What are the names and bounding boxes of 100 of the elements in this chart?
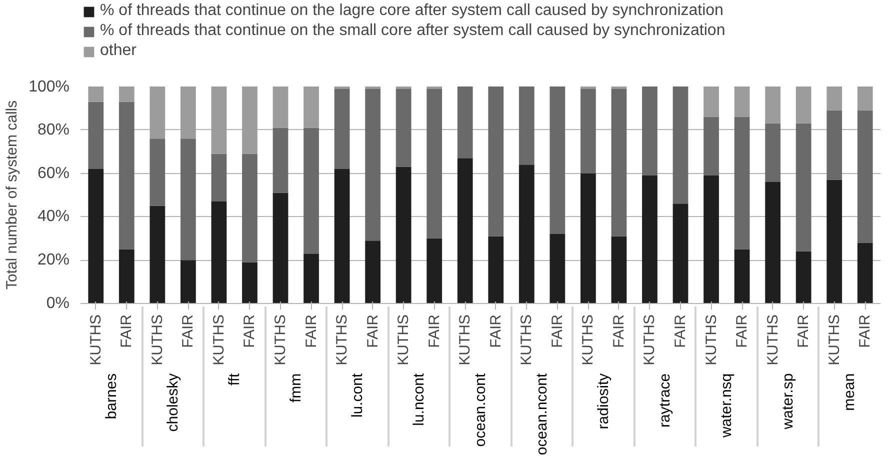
- bar: [180, 138, 196, 260]
- text: ocean.ncont: [534, 372, 551, 456]
- text: cholesky: [164, 372, 182, 432]
- bar: [180, 86, 196, 139]
- bar: [857, 110, 873, 243]
- text: mean: [841, 373, 858, 411]
- bar: [272, 86, 288, 128]
- bar: [304, 128, 319, 254]
- bar: [426, 238, 442, 304]
- bar: [672, 204, 688, 304]
- bar: [642, 175, 658, 304]
- bar: [180, 260, 196, 304]
- bar: [272, 128, 288, 193]
- x-tick-label: KUTHS: [456, 314, 474, 366]
- bar: [88, 86, 104, 102]
- bar: [642, 86, 658, 176]
- y-axis-title: Total number of system calls: [4, 100, 21, 290]
- bar: [365, 88, 380, 241]
- y-tick-label: 0%: [46, 295, 70, 312]
- x-tick-label: KUTHS: [148, 314, 166, 366]
- x-tick-label: FAIR: [241, 314, 258, 348]
- bar: [334, 168, 350, 304]
- bar: [611, 236, 627, 304]
- x-tick-label: FAIR: [795, 314, 812, 348]
- bar: [304, 86, 319, 128]
- text: barnes: [102, 373, 120, 420]
- x-tick-label: KUTHS: [334, 314, 351, 366]
- x-tick-label: KUTHS: [641, 314, 658, 366]
- x-tick-label: KUTHS: [87, 314, 104, 366]
- bar: [396, 166, 412, 304]
- legend-label: % of threads that continue on the lagre core after system call caused by synchronization: [100, 2, 724, 20]
- bar: [426, 88, 442, 238]
- bar: [88, 102, 104, 169]
- bar: [580, 88, 596, 174]
- bar: [826, 110, 842, 180]
- bar: [704, 86, 719, 117]
- x-tick-label: KUTHS: [702, 314, 720, 366]
- bar: [365, 240, 380, 304]
- bar: [796, 251, 812, 304]
- bar: [396, 88, 412, 167]
- bar: [518, 164, 534, 304]
- bar: [211, 154, 227, 202]
- bar: [765, 123, 780, 182]
- bar: [118, 86, 134, 102]
- bar: [796, 86, 812, 124]
- x-tick-label: FAIR: [426, 314, 443, 348]
- bar: [857, 242, 873, 304]
- x-tick-label: FAIR: [364, 314, 382, 348]
- bar: [704, 175, 719, 304]
- legend-label: other: [100, 42, 136, 60]
- bar: [211, 86, 227, 154]
- text: ocean.cont: [472, 372, 489, 447]
- bar: [118, 249, 134, 304]
- bar: [334, 88, 350, 169]
- x-tick-label: FAIR: [856, 314, 874, 348]
- x-tick-label: KUTHS: [272, 314, 289, 366]
- x-tick-label: KUTHS: [580, 314, 597, 366]
- bar: [150, 138, 166, 206]
- x-tick-label: KUTHS: [764, 314, 782, 366]
- bar: [518, 86, 534, 165]
- bar: [457, 158, 473, 304]
- bar: [457, 86, 473, 158]
- text: water.sp: [780, 373, 797, 430]
- bar: [550, 234, 566, 304]
- bar: [580, 173, 596, 304]
- bar: [488, 236, 504, 304]
- x-tick-label: FAIR: [734, 314, 751, 348]
- bar: [488, 86, 504, 236]
- bar: [734, 249, 750, 304]
- bar: [765, 182, 780, 304]
- bar: [796, 123, 812, 252]
- bar: [150, 206, 166, 304]
- text: lu.cont: [348, 372, 366, 418]
- x-tick-label: KUTHS: [210, 314, 228, 366]
- bar: [765, 86, 780, 124]
- bar: [242, 86, 258, 154]
- bar: [826, 86, 842, 110]
- bar: [242, 262, 258, 304]
- text: lu.ncont: [410, 372, 428, 426]
- bar: [242, 154, 258, 262]
- y-tick-label: 20%: [37, 252, 70, 269]
- text: fft: [226, 372, 243, 386]
- x-tick-label: FAIR: [548, 314, 566, 348]
- y-tick-label: 100%: [28, 78, 70, 96]
- bar: [734, 86, 750, 117]
- x-tick-label: FAIR: [118, 314, 136, 348]
- x-tick-label: FAIR: [487, 314, 504, 348]
- bar: [118, 102, 134, 250]
- legend-label: % of threads that continue on the small core after system call caused by synchronization: [100, 22, 726, 40]
- bar: [272, 192, 288, 304]
- text: radiosity: [595, 372, 612, 430]
- y-tick-label: 60%: [37, 164, 70, 182]
- bar: [734, 116, 750, 250]
- y-tick-label: 40%: [37, 208, 70, 226]
- text: fmm: [287, 373, 304, 402]
- x-tick-label: FAIR: [610, 314, 628, 348]
- x-tick-label: KUTHS: [395, 314, 412, 366]
- bar: [211, 202, 227, 304]
- x-tick-label: FAIR: [180, 314, 197, 348]
- text: water.nsq: [718, 373, 736, 439]
